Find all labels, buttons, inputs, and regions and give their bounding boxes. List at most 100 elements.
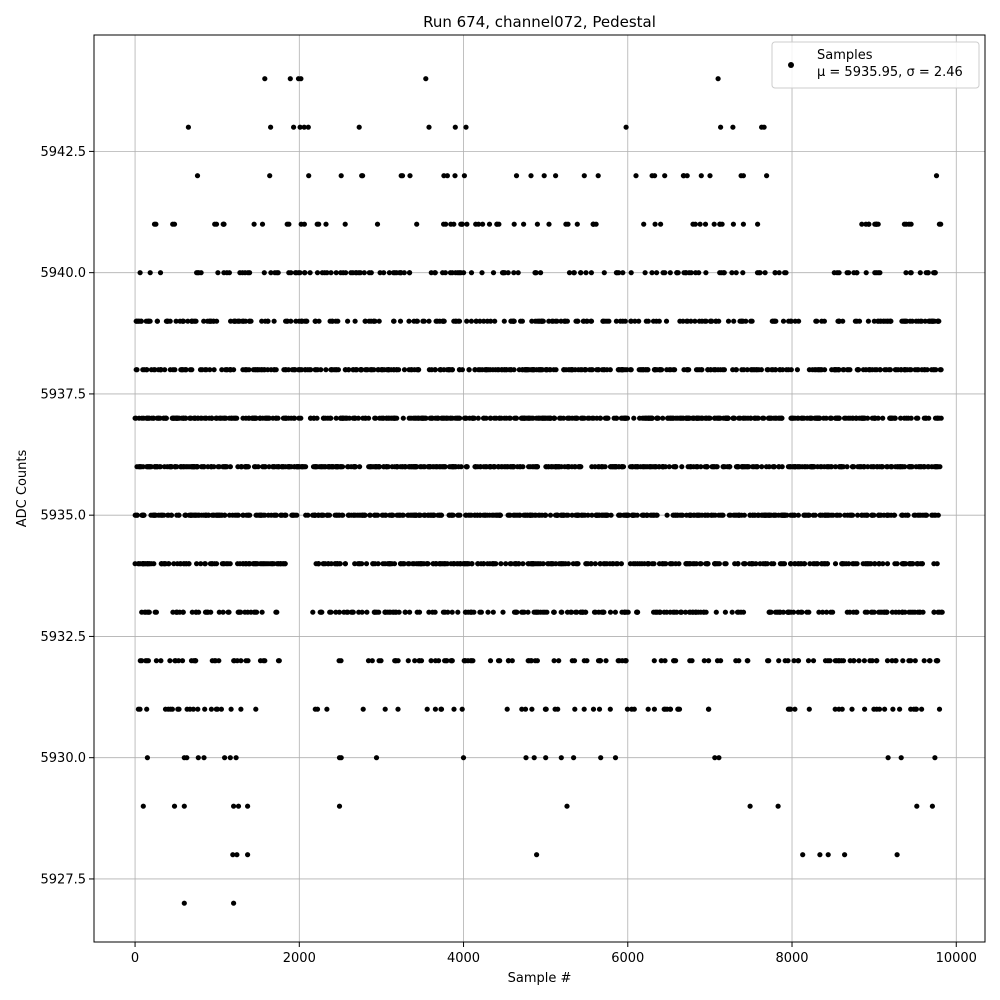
data-point — [313, 464, 319, 470]
data-point — [477, 367, 483, 373]
data-point — [509, 464, 515, 470]
data-point — [144, 658, 150, 664]
data-point — [613, 318, 620, 324]
data-point — [270, 464, 276, 470]
data-point — [494, 221, 500, 227]
data-point — [248, 318, 254, 324]
data-point — [845, 415, 851, 421]
data-point — [654, 609, 661, 615]
data-point — [527, 464, 533, 470]
data-point — [339, 415, 345, 421]
data-point — [681, 367, 687, 373]
data-point — [852, 561, 859, 567]
data-point — [443, 658, 449, 664]
data-point — [556, 561, 562, 567]
data-point — [464, 221, 470, 227]
data-point — [898, 415, 904, 421]
data-point — [301, 124, 307, 130]
data-point — [810, 658, 817, 664]
data-point — [862, 609, 868, 615]
data-point — [173, 318, 179, 324]
data-point — [887, 318, 894, 324]
data-point — [903, 221, 909, 227]
data-point — [925, 270, 931, 276]
data-point — [882, 706, 888, 712]
data-point — [782, 658, 788, 664]
data-point — [666, 464, 672, 470]
data-point — [776, 658, 782, 664]
data-point — [245, 415, 252, 421]
data-point — [381, 270, 387, 276]
data-point — [590, 706, 597, 712]
data-point — [913, 415, 920, 421]
data-point — [206, 512, 212, 518]
data-point — [903, 270, 909, 276]
data-point — [531, 609, 537, 615]
data-point — [750, 464, 756, 470]
data-point — [934, 658, 940, 664]
data-point — [926, 658, 933, 664]
data-point — [659, 561, 666, 567]
data-point — [525, 609, 531, 615]
data-point — [139, 415, 145, 421]
data-point — [547, 512, 554, 518]
data-point — [645, 318, 651, 324]
data-point — [137, 706, 143, 712]
data-point — [731, 512, 737, 518]
data-point — [201, 318, 207, 324]
data-point — [640, 464, 647, 470]
data-point — [934, 415, 940, 421]
data-point — [658, 658, 664, 664]
data-point — [573, 415, 579, 421]
data-point — [740, 415, 746, 421]
data-point — [785, 464, 792, 470]
data-point — [475, 221, 482, 227]
data-point — [583, 561, 589, 567]
data-point — [345, 318, 351, 324]
data-point — [651, 658, 657, 664]
data-point — [913, 706, 920, 712]
data-point — [236, 318, 242, 324]
data-point — [372, 609, 378, 615]
data-point — [400, 415, 406, 421]
data-point — [204, 318, 211, 324]
data-point — [196, 609, 202, 615]
data-point — [654, 270, 660, 276]
data-point — [634, 512, 640, 518]
data-point — [795, 415, 802, 421]
data-point — [844, 464, 850, 470]
data-point — [238, 464, 244, 470]
data-point — [265, 367, 271, 373]
data-point — [180, 318, 187, 324]
data-point — [477, 512, 483, 518]
data-point — [898, 755, 904, 761]
data-point — [333, 464, 339, 470]
data-point — [488, 318, 494, 324]
data-point — [148, 512, 154, 518]
data-point — [305, 124, 311, 130]
data-point — [179, 367, 185, 373]
data-point — [302, 367, 308, 373]
data-point — [597, 658, 603, 664]
data-point — [578, 609, 584, 615]
data-point — [583, 270, 589, 276]
data-point — [299, 464, 305, 470]
data-point — [152, 609, 158, 615]
data-point — [619, 464, 626, 470]
data-point — [353, 367, 359, 373]
data-point — [225, 561, 231, 567]
data-point — [407, 173, 413, 179]
data-point — [901, 415, 908, 421]
data-point — [297, 124, 303, 130]
data-point — [323, 221, 329, 227]
data-point — [414, 367, 420, 373]
x-tick-label: 8000 — [775, 951, 808, 966]
data-point — [821, 415, 827, 421]
data-point — [531, 755, 537, 761]
data-point — [671, 658, 677, 664]
data-point — [472, 512, 478, 518]
data-point — [936, 609, 943, 615]
data-point — [526, 415, 532, 421]
data-point — [649, 173, 655, 179]
data-point — [915, 561, 921, 567]
